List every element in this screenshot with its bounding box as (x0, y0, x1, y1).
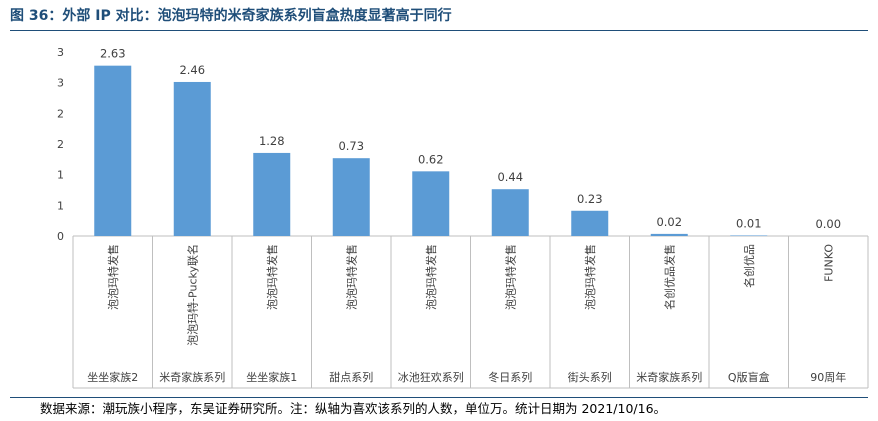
category-series-label: 米奇家族系列 (636, 370, 702, 384)
data-label: 0.01 (736, 216, 762, 230)
y-tick-label: 0 (57, 230, 64, 243)
bar (491, 189, 529, 236)
data-label: 0.44 (497, 170, 523, 184)
source-note: 数据来源：潮玩族小程序，东吴证券研究所。注：纵轴为喜欢该系列的人数，单位万。统计… (40, 401, 667, 416)
bar (94, 65, 132, 236)
bar (412, 171, 450, 236)
category-brand-label: FUNKO (822, 244, 835, 282)
data-label: 0.62 (418, 152, 444, 166)
category-series-label: Q版盲盒 (728, 370, 770, 384)
bar (650, 233, 688, 236)
y-tick-label: 2 (57, 107, 64, 120)
category-brand-label: 泡泡玛特发售 (424, 244, 438, 310)
data-label: 0.00 (815, 217, 841, 231)
y-tick-label: 3 (57, 77, 64, 90)
data-label: 0.23 (577, 192, 603, 206)
title-divider (10, 30, 868, 31)
bar (571, 210, 609, 236)
data-labels: 2.63 2.46 1.28 0.73 0.62 0.44 0.23 0.02 0.01 0.00 (100, 47, 841, 231)
bar (253, 152, 291, 236)
bar-series (94, 65, 768, 236)
category-brand-label: 泡泡玛特发售 (265, 244, 279, 310)
category-series-label: 冬日系列 (488, 370, 532, 384)
category-series-label: 甜点系列 (329, 370, 373, 384)
category-series-label: 米奇家族系列 (159, 370, 225, 384)
category-brand-label: 名创优品 (742, 244, 756, 288)
source-divider (10, 397, 868, 398)
category-brand-label: 泡泡玛特发售 (106, 244, 120, 310)
data-label: 0.73 (338, 139, 364, 153)
data-label: 2.63 (100, 47, 126, 61)
data-label: 0.02 (656, 215, 682, 229)
category-brand-label: 泡泡玛特发售 (583, 244, 597, 310)
data-label: 1.28 (259, 134, 285, 148)
figure-title: 图 36：外部 IP 对比：泡泡玛特的米奇家族系列盲盒热度显著高于同行 (10, 8, 452, 24)
y-tick-label: 3 (57, 46, 64, 59)
y-tick-label: 1 (57, 199, 64, 212)
category-series-label: 坐坐家族2 (87, 370, 138, 384)
category-series-label: 街头系列 (568, 370, 612, 384)
category-brand-label: 泡泡玛特发售 (344, 244, 358, 310)
y-axis: 0 1 1 2 2 3 3 (57, 46, 64, 243)
bar (173, 81, 211, 236)
category-series-label: 冰池狂欢系列 (398, 370, 464, 384)
y-tick-label: 1 (57, 169, 64, 182)
category-brand-label: 名创优品发售 (662, 244, 676, 310)
bar (730, 235, 768, 236)
category-series-label: 坐坐家族1 (246, 370, 297, 384)
bar (332, 158, 370, 236)
category-brand-label: 泡泡玛特-Pucky联名 (185, 244, 199, 346)
category-series-label: 90周年 (810, 370, 846, 384)
category-brand-label: 泡泡玛特发售 (503, 244, 517, 310)
data-label: 2.46 (179, 63, 205, 77)
y-tick-label: 2 (57, 138, 64, 151)
